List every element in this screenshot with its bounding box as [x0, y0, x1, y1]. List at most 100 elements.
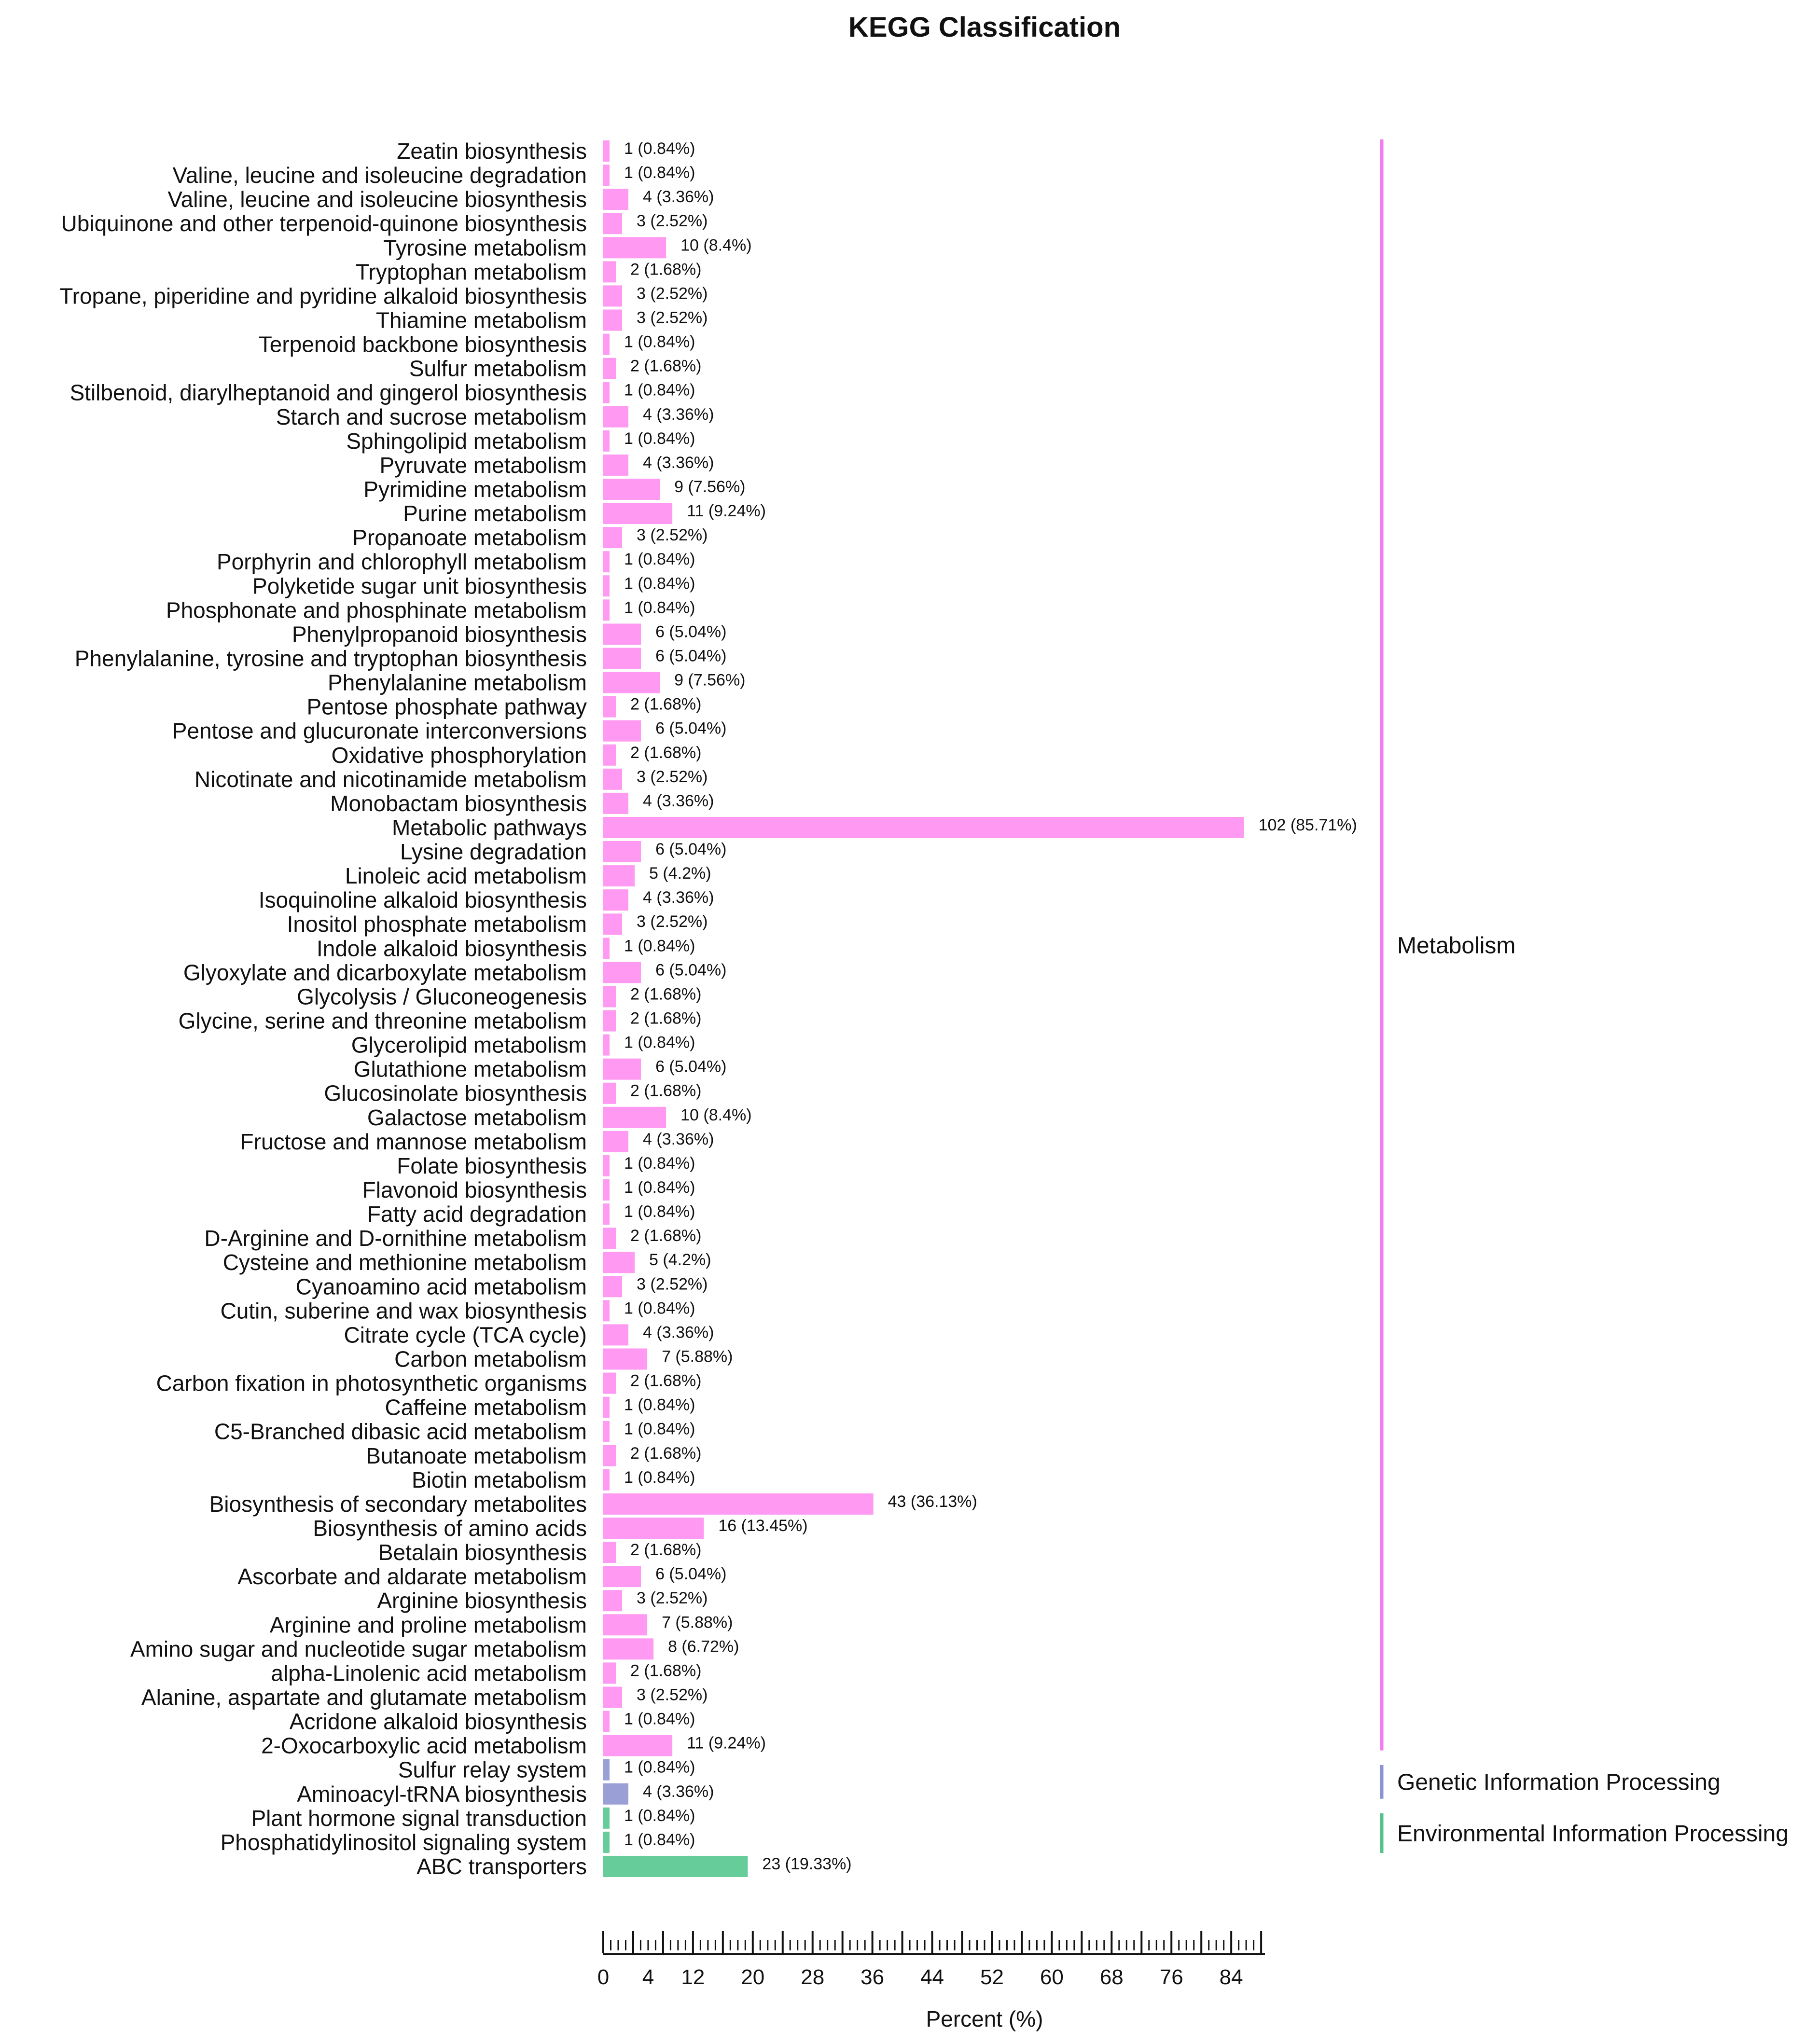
category-label: Sulfur relay system	[398, 1757, 587, 1782]
value-label: 2 (1.68%)	[630, 1444, 701, 1463]
category-label: Cysteine and methionine metabolism	[223, 1250, 587, 1275]
value-label: 11 (9.24%)	[687, 1734, 766, 1753]
value-label: 3 (2.52%)	[637, 1275, 708, 1293]
value-label: 8 (6.72%)	[668, 1637, 739, 1656]
category-label: Linoleic acid metabolism	[345, 863, 587, 888]
bar	[603, 1711, 610, 1732]
x-axis-ticks	[602, 1931, 1263, 1953]
value-label: 6 (5.04%)	[655, 840, 726, 858]
bar	[603, 1590, 623, 1612]
category-label: Phosphatidylinositol signaling system	[221, 1830, 587, 1855]
group-label: Environmental Information Processing	[1397, 1821, 1789, 1847]
value-label: 6 (5.04%)	[655, 647, 726, 665]
bar	[603, 1566, 641, 1588]
bar	[603, 599, 610, 621]
value-label: 4 (3.36%)	[643, 792, 714, 810]
category-label: Stilbenoid, diarylheptanoid and gingerol…	[70, 380, 587, 405]
category-label: Caffeine metabolism	[385, 1395, 587, 1420]
category-label: Biosynthesis of secondary metabolites	[209, 1492, 587, 1517]
value-labels-layer: 1 (0.84%) 1 (0.84%) 4 (3.36%) 3 (2.52%) 10 (…	[624, 139, 1357, 1873]
bar	[603, 1783, 629, 1805]
category-label: Aminoacyl-tRNA biosynthesis	[297, 1782, 587, 1807]
value-label: 6 (5.04%)	[655, 1565, 726, 1583]
bar	[603, 1421, 610, 1442]
value-label: 4 (3.36%)	[643, 1782, 714, 1801]
value-label: 1 (0.84%)	[624, 1468, 695, 1487]
bar	[603, 672, 660, 693]
bar	[603, 1662, 616, 1684]
value-label: 1 (0.84%)	[624, 429, 695, 448]
bar	[603, 1638, 654, 1660]
value-label: 1 (0.84%)	[624, 550, 695, 568]
bar	[603, 1759, 610, 1781]
x-axis: 0 4 12 20 28 36 44 52 60 68 76 84 Percent (%)	[597, 1931, 1265, 2031]
value-label: 3 (2.52%)	[637, 308, 708, 327]
bar	[603, 1807, 610, 1829]
chart-title: KEGG Classification	[848, 12, 1121, 43]
value-label: 3 (2.52%)	[637, 1589, 708, 1607]
category-label: Fatty acid degradation	[367, 1202, 587, 1227]
category-label: Tropane, piperidine and pyridine alkaloi…	[59, 283, 587, 308]
category-label: Carbon metabolism	[394, 1347, 587, 1372]
category-label: Isoquinoline alkaloid biosynthesis	[259, 887, 587, 912]
value-label: 3 (2.52%)	[637, 912, 708, 931]
category-label: Glucosinolate biosynthesis	[324, 1081, 587, 1106]
bar	[603, 1203, 610, 1225]
value-label: 2 (1.68%)	[630, 1661, 701, 1680]
category-label: Galactose metabolism	[367, 1105, 587, 1130]
category-label: Sphingolipid metabolism	[346, 428, 587, 454]
bar	[603, 1324, 629, 1346]
x-axis-tick-label: 20	[741, 1965, 764, 1989]
bar	[603, 1445, 616, 1466]
bar	[603, 189, 629, 210]
bar	[603, 623, 641, 645]
bar	[603, 1348, 648, 1370]
category-label: Pyruvate metabolism	[380, 453, 587, 478]
value-label: 16 (13.45%)	[718, 1517, 807, 1535]
value-label: 4 (3.36%)	[643, 405, 714, 424]
value-label: 1 (0.84%)	[624, 574, 695, 593]
value-label: 1 (0.84%)	[624, 381, 695, 400]
bar	[603, 1300, 610, 1322]
category-label: Glycerolipid metabolism	[351, 1033, 587, 1058]
value-label: 10 (8.4%)	[680, 1106, 751, 1124]
x-axis-tick-label: 68	[1100, 1965, 1124, 1989]
bar	[603, 841, 641, 863]
bar	[603, 454, 629, 476]
category-label: Tyrosine metabolism	[383, 235, 587, 260]
category-label: Glutathione metabolism	[354, 1057, 587, 1082]
x-axis-tick-label: 44	[920, 1965, 944, 1989]
category-label: Valine, leucine and isoleucine degradati…	[173, 163, 587, 188]
bar	[603, 1831, 610, 1853]
category-label: Inositol phosphate metabolism	[287, 912, 587, 937]
value-label: 1 (0.84%)	[624, 164, 695, 182]
value-label: 1 (0.84%)	[624, 1831, 695, 1849]
category-label: Lysine degradation	[400, 839, 587, 864]
x-axis-tick-label: 28	[801, 1965, 824, 1989]
category-label: 2-Oxocarboxylic acid metabolism	[261, 1733, 587, 1758]
category-label: Phenylalanine, tyrosine and tryptophan b…	[75, 646, 587, 671]
category-label: Ascorbate and aldarate metabolism	[237, 1564, 587, 1589]
category-label: Biotin metabolism	[412, 1467, 587, 1492]
value-label: 1 (0.84%)	[624, 1758, 695, 1777]
group-label: Genetic Information Processing	[1397, 1770, 1721, 1795]
value-label: 1 (0.84%)	[624, 1178, 695, 1197]
x-axis-tick-label: 76	[1160, 1965, 1183, 1989]
bar	[603, 1228, 616, 1249]
category-label: Amino sugar and nucleotide sugar metabol…	[130, 1636, 587, 1661]
category-label: Cutin, suberine and wax biosynthesis	[221, 1298, 587, 1323]
x-axis-tick-label: 4	[642, 1965, 654, 1989]
value-label: 43 (36.13%)	[888, 1492, 977, 1511]
category-label: Acridone alkaloid biosynthesis	[290, 1709, 587, 1734]
category-label: Plant hormone signal transduction	[251, 1806, 587, 1831]
category-label: Terpenoid backbone biosynthesis	[259, 332, 587, 357]
x-axis-tick-label: 84	[1220, 1965, 1243, 1989]
category-label: Glycine, serine and threonine metabolism	[179, 1008, 587, 1034]
value-label: 4 (3.36%)	[643, 1130, 714, 1148]
category-label: Flavonoid biosynthesis	[362, 1177, 587, 1202]
value-label: 3 (2.52%)	[637, 768, 708, 786]
bar	[603, 1493, 874, 1515]
value-label: 4 (3.36%)	[643, 454, 714, 472]
bar	[603, 527, 623, 549]
